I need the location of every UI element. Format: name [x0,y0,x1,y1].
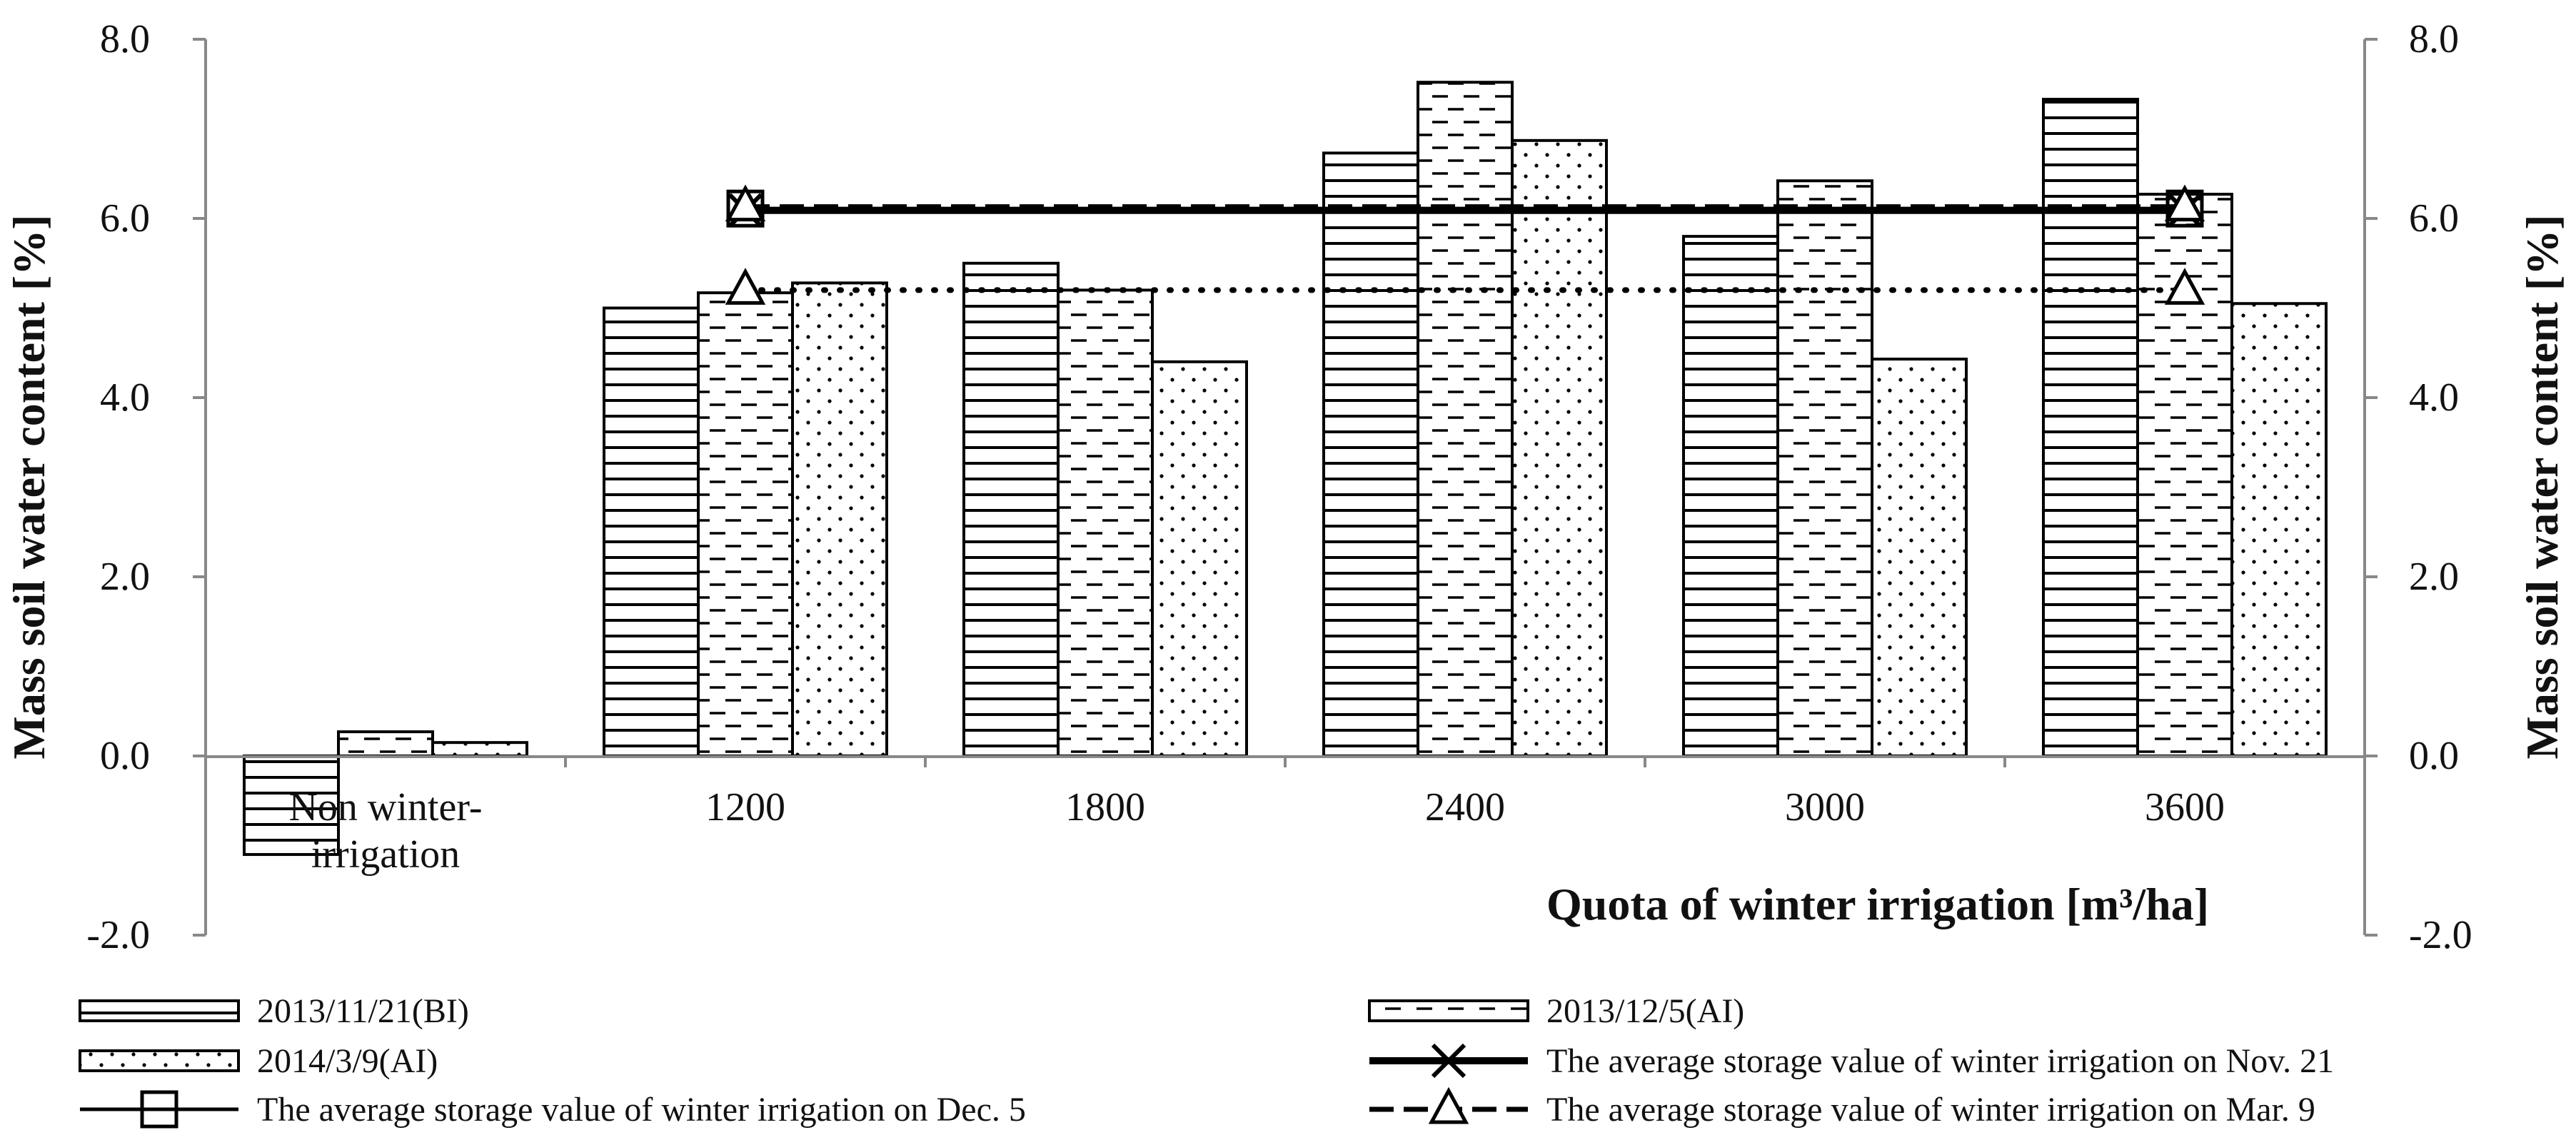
bar [697,291,794,758]
bar [337,730,434,757]
line-marker [725,184,766,222]
bar [1417,81,1514,758]
y-axis-right-ticks: -2.0 0.0 2.0 4.0 6.0 8.0 [2365,17,2472,957]
average-lines [725,184,2205,305]
category-label: Non winter-irrigation [288,785,482,877]
bar [1151,360,1248,757]
y-axis-left-title: Mass soil water content [%] [4,214,54,759]
bar [1776,179,1873,758]
y-tick-label-right: 2.0 [2409,555,2459,599]
legend-label: The average storage value of winter irri… [1546,1042,2334,1080]
legend-swatch [1368,999,1529,1022]
bar [1057,288,1154,757]
y-tick-label-left: 6.0 [100,196,150,241]
line-marker [1428,1086,1469,1124]
y-tick-label-left: 0.0 [100,734,150,778]
bar [431,741,528,758]
bar [1871,358,1968,758]
bar [2042,98,2139,757]
bar [962,261,1060,757]
bar [1322,151,1419,757]
legend-label: 2013/11/21(BI) [257,992,469,1030]
category-label: 3600 [2145,785,2225,829]
legend-label: 2013/12/5(AI) [1546,992,1744,1030]
y-tick-label-left: -2.0 [86,913,150,957]
x-axis-title: Quota of winter irrigation [m³/ha] [1546,879,2209,929]
legend-label: 2014/3/9(AI) [257,1042,438,1080]
legend: 2013/11/21(BI) 2013/12/5(AI) 2014/3/9(AI) T… [79,992,2334,1129]
line-marker [1431,1043,1466,1079]
y-axis-left-ticks: -2.0 0.0 2.0 4.0 6.0 8.0 [86,17,206,957]
y-tick-label-right: 6.0 [2409,196,2459,241]
bars [243,81,2328,857]
y-tick-label-right: 8.0 [2409,17,2459,61]
y-tick-label-right: 0.0 [2409,734,2459,778]
y-tick-label-left: 8.0 [100,17,150,61]
legend-label: The average storage value of winter irri… [1546,1091,2315,1129]
y-tick-label-left: 2.0 [100,555,150,599]
category-label: 1200 [705,785,785,829]
legend-swatch [79,999,240,1022]
category-label: 3000 [1785,785,1865,829]
bar [791,281,888,757]
bar [1511,138,1608,757]
y-tick-label-right: 4.0 [2409,375,2459,420]
bar [603,306,700,757]
y-axis-right-title: Mass soil water content [%] [2517,214,2567,759]
y-tick-label-right: -2.0 [2409,913,2472,957]
bar [1682,235,1779,758]
category-label: 1800 [1065,785,1145,829]
bar [243,755,340,857]
category-label: 2400 [1425,785,1505,829]
line-marker [725,268,766,305]
bar [2230,302,2328,758]
y-tick-label-left: 4.0 [100,375,150,420]
x-axis-ticks [204,756,2366,767]
legend-label: The average storage value of winter irri… [257,1091,1026,1129]
line-marker [2164,268,2205,305]
legend-swatch [79,1049,240,1072]
line-marker [140,1090,178,1129]
line-marker [2164,184,2205,222]
category-labels: Non winter-irrigation 1200 1800 2400 3000 360… [288,785,2225,877]
